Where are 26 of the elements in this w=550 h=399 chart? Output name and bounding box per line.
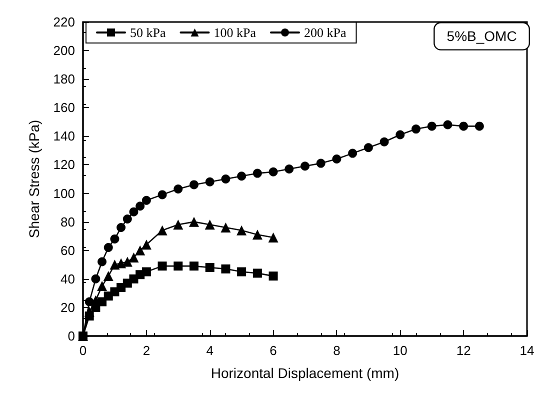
legend-label: 100 kPa	[214, 25, 256, 40]
y-tick-label: 80	[60, 214, 75, 230]
y-tick-label: 180	[53, 72, 75, 87]
x-tick-label: 12	[456, 343, 471, 358]
legend-label: 50 kPa	[130, 25, 166, 40]
legend-label: 200 kPa	[304, 25, 346, 40]
y-tick-label: 220	[53, 14, 75, 30]
y-tick-label: 140	[53, 128, 75, 144]
x-tick-label: 10	[392, 343, 408, 358]
x-tick-label: 14	[520, 343, 534, 358]
x-axis-title: Horizontal Displacement (mm)	[210, 365, 400, 381]
y-tick-label: 60	[60, 242, 75, 258]
x-tick-label: 6	[270, 343, 277, 358]
y-tick-label: 200	[53, 43, 75, 58]
y-tick-label: 0	[68, 328, 75, 344]
x-tick-label: 0	[79, 343, 87, 358]
y-tick-label: 120	[53, 157, 75, 172]
y-tick-label: 20	[60, 300, 75, 315]
y-tick-label: 100	[53, 186, 75, 201]
y-tick-label: 160	[53, 100, 75, 116]
y-axis-title: Shear Stress (kPa)	[26, 120, 42, 238]
y-tick-label: 40	[60, 271, 75, 286]
x-tick-label: 8	[333, 343, 340, 358]
x-tick-label: 4	[206, 343, 214, 358]
annotation: 5%B_OMC	[446, 28, 517, 44]
x-tick-label: 2	[142, 343, 150, 358]
